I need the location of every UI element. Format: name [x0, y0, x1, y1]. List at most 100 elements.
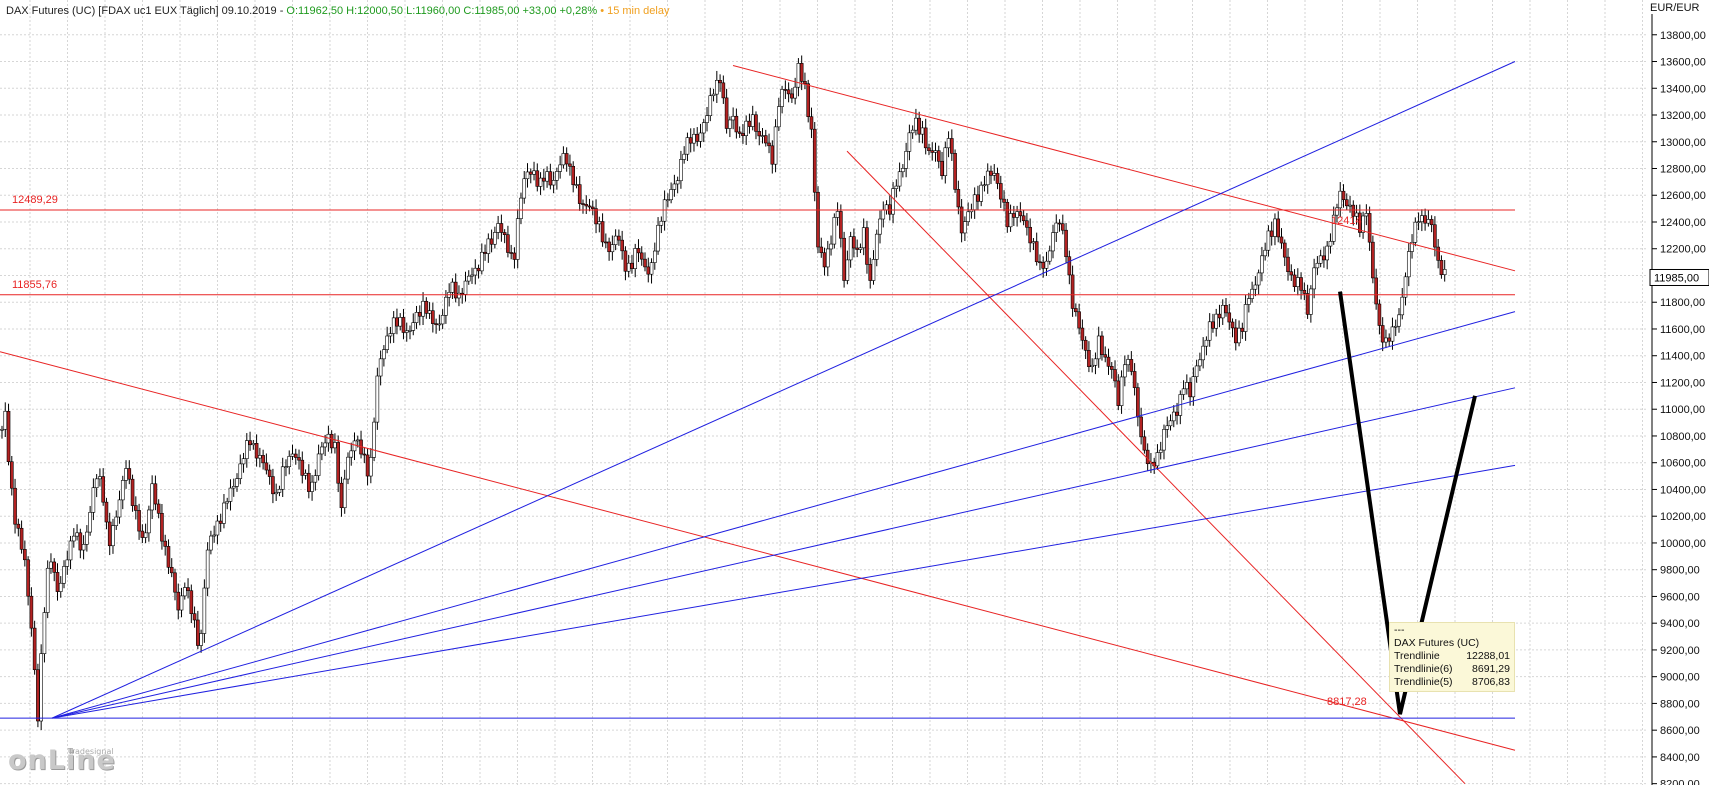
red-line-level-label: 11855,76	[12, 279, 57, 291]
candle-down	[822, 252, 827, 268]
candle-up	[124, 468, 128, 481]
candle-down	[1305, 293, 1310, 315]
candle-down	[770, 145, 775, 165]
candle-down	[620, 239, 624, 252]
candle-up	[81, 544, 86, 551]
y-tick-label: 8200,00	[1660, 779, 1700, 785]
candle-up	[966, 211, 970, 222]
tradesignal-logo-text: Tradesignal	[68, 747, 114, 756]
y-tick-label: 10600,00	[1660, 458, 1706, 470]
candle-up	[561, 153, 566, 166]
y-tick-label: 11800,00	[1660, 297, 1705, 309]
candle-down	[431, 310, 435, 324]
y-tick-label: 12200,00	[1660, 244, 1706, 256]
candle-up	[610, 244, 615, 253]
candle-down	[1433, 224, 1437, 248]
candle-up	[209, 535, 213, 551]
tooltip-row-label: Trendlinie	[1394, 650, 1440, 662]
tooltip-title: DAX Futures (UC)	[1394, 637, 1480, 649]
candle-down	[868, 264, 873, 281]
candle-up	[238, 463, 243, 479]
candle-up	[120, 480, 125, 501]
candle-up	[480, 251, 484, 272]
y-tick-label: 11000,00	[1660, 404, 1705, 416]
blue-trend-line	[51, 311, 1516, 719]
candle-up	[1410, 242, 1414, 252]
candle-down	[1276, 218, 1281, 238]
tooltip-dash: ---	[1394, 624, 1405, 636]
candle-down	[721, 82, 726, 99]
candle-up	[388, 333, 393, 337]
candle-down	[542, 177, 546, 182]
candle-up	[98, 476, 102, 480]
candle-down	[489, 238, 494, 245]
candle-up	[1256, 272, 1261, 286]
candle-up	[1318, 255, 1323, 264]
y-tick-label: 9000,00	[1660, 672, 1700, 684]
candle-down	[1439, 260, 1444, 275]
candle-down	[506, 234, 510, 253]
candle-down	[1175, 411, 1179, 416]
candle-up	[1185, 382, 1189, 390]
candle-down	[163, 540, 167, 547]
candle-up	[1162, 429, 1166, 451]
candle-down	[293, 453, 298, 458]
candle-up	[427, 310, 432, 314]
candle-down	[1371, 241, 1375, 279]
projection-arrow	[1338, 291, 1477, 715]
candle-up	[1260, 255, 1264, 274]
candle-up	[633, 248, 638, 269]
candle-up	[355, 439, 360, 442]
candle-up	[473, 267, 478, 276]
candle-down	[1034, 241, 1039, 263]
candle-down	[23, 549, 27, 561]
candle-down	[1145, 449, 1150, 465]
candle-up	[1237, 327, 1241, 344]
candle-down	[741, 133, 745, 136]
candle-up	[1155, 452, 1160, 467]
candle-up	[1093, 358, 1098, 366]
candle-up	[897, 171, 902, 187]
blue-trend-line	[51, 61, 1516, 719]
candle-up	[1266, 230, 1271, 251]
candle-down	[6, 410, 11, 463]
candle-down	[1113, 369, 1117, 382]
candle-down	[568, 163, 572, 167]
candle-up	[1198, 359, 1202, 367]
candle-up	[245, 440, 249, 459]
candle-down	[535, 170, 540, 187]
candle-down	[1057, 222, 1062, 225]
candle-up	[705, 115, 709, 123]
candle-down	[1005, 201, 1010, 228]
candle-down	[940, 160, 944, 176]
y-tick-label: 13200,00	[1660, 110, 1706, 122]
tooltip-row-value: 8706,83	[1472, 676, 1510, 688]
online-logo: onLine	[8, 745, 116, 776]
candle-up	[303, 472, 308, 476]
candle-up	[375, 375, 380, 423]
candle-down	[1286, 256, 1290, 273]
candle-up	[486, 238, 491, 254]
candle-down	[1129, 359, 1134, 372]
candle-down	[734, 115, 739, 133]
candle-up	[848, 236, 853, 261]
trendline-value-label: 12414	[1331, 215, 1362, 227]
candle-down	[1132, 371, 1137, 388]
candle-down	[254, 443, 259, 459]
candle-up	[881, 209, 886, 220]
candle-down	[1302, 289, 1307, 294]
candle-down	[248, 440, 252, 446]
candle-down	[1387, 337, 1391, 342]
candle-down	[959, 206, 964, 234]
candle-down	[790, 93, 794, 99]
candle-down	[842, 237, 846, 281]
y-tick-label: 12400,00	[1660, 217, 1706, 229]
candle-down	[1100, 335, 1104, 355]
candle-up	[382, 349, 386, 360]
candle-up	[982, 184, 987, 187]
candle-down	[261, 455, 265, 464]
y-tick-label: 9800,00	[1660, 565, 1700, 577]
candle-up	[1201, 345, 1205, 361]
candle-up	[920, 127, 925, 135]
